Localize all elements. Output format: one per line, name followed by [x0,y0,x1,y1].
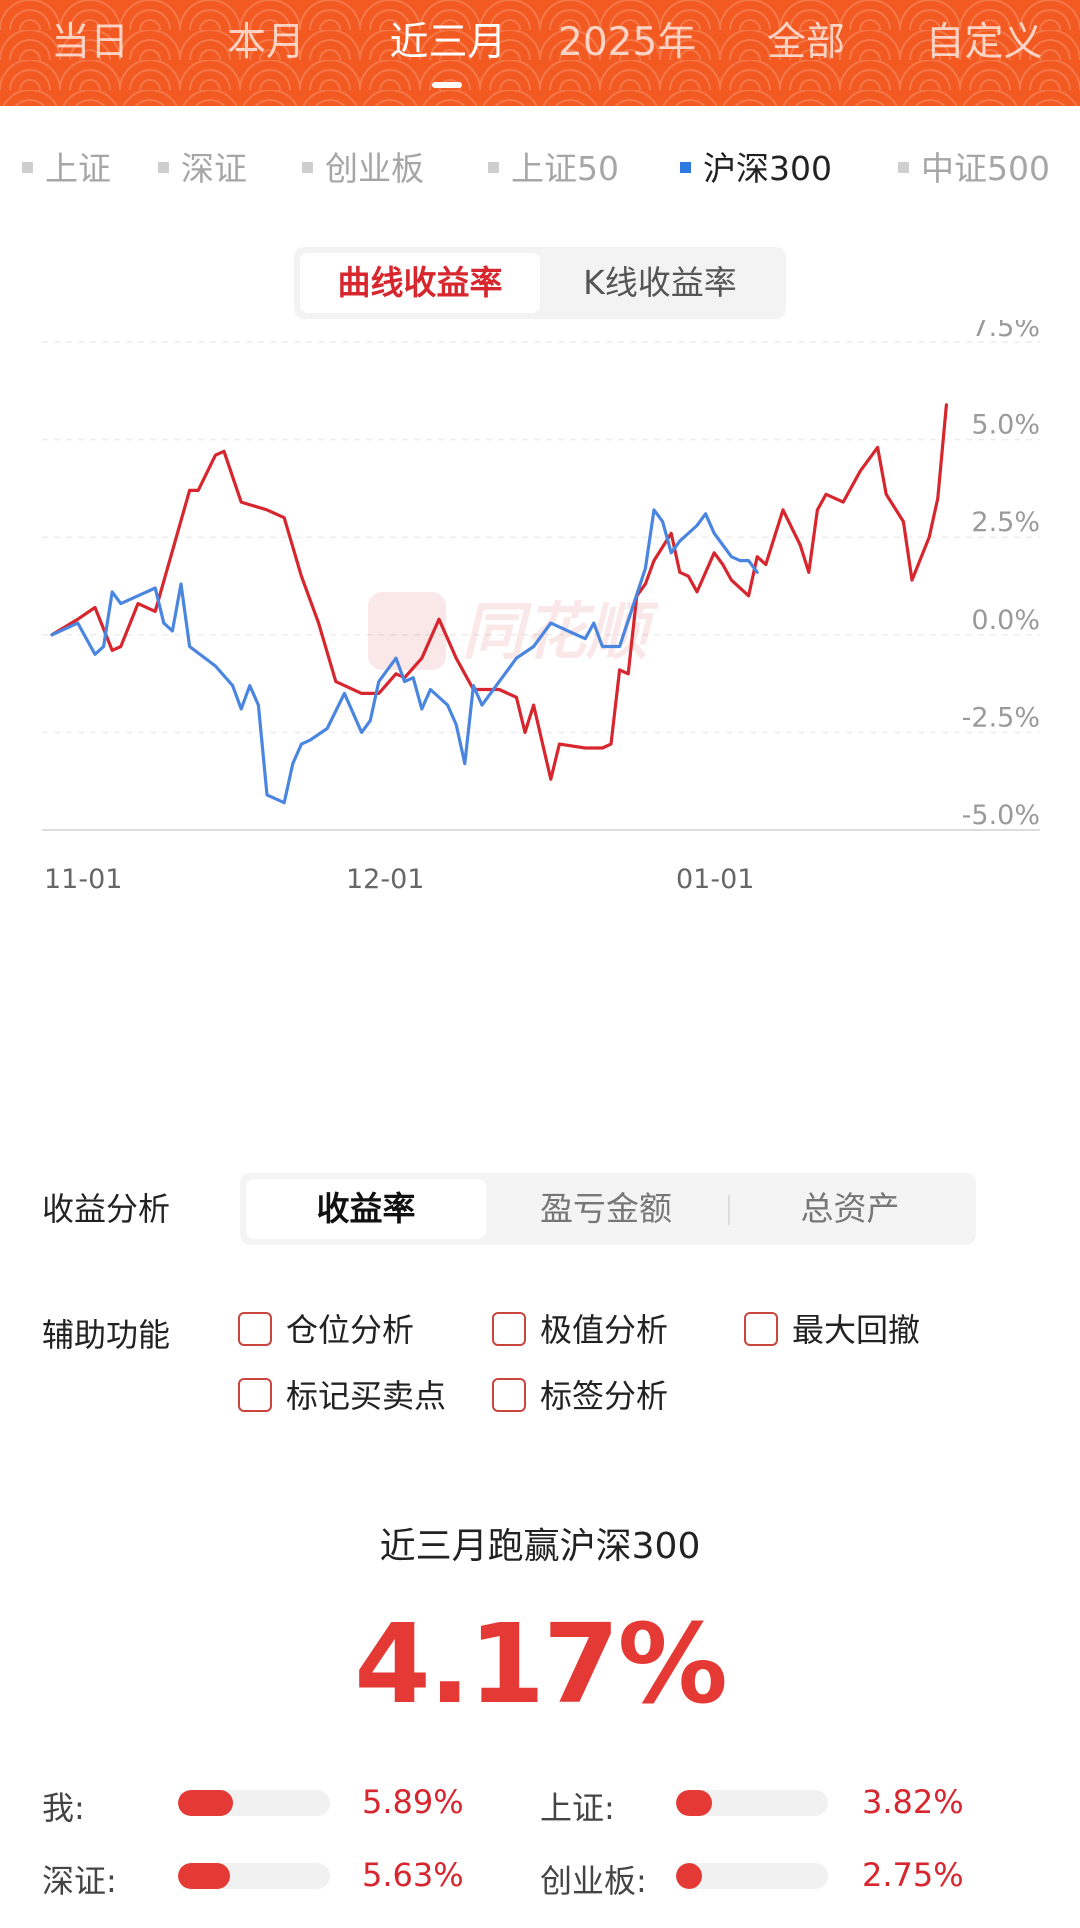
tab-three-months[interactable]: 近三月 [389,20,507,65]
segment-divider [728,1195,730,1225]
index-tab-sse50[interactable]: 上证50 [488,147,619,191]
comparison-value-me: 5.89% [362,1783,464,1821]
my-return-line [50,403,948,781]
tab-today[interactable]: 当日 [50,20,129,65]
legend-square-icon [22,162,33,173]
checkbox-icon [238,1378,272,1412]
checkbox-icon [238,1312,272,1346]
index-tab-shenzhen[interactable]: 深证 [158,147,247,191]
aux-label: 辅助功能 [42,1316,171,1354]
mark-trades-checkbox[interactable]: 标记买卖点 [238,1374,446,1418]
index-tab-label: 上证 [45,149,111,188]
active-tab-indicator [432,82,462,88]
wave-pattern [0,0,1080,106]
checkbox-label: 最大回撤 [792,1311,921,1349]
total-assets-option[interactable]: 总资产 [800,1189,900,1228]
comparison-bar-fill [676,1863,702,1889]
comparison-label-shenzhen: 深证: [42,1862,117,1900]
legend-square-icon [302,162,313,173]
tag-analysis-checkbox[interactable]: 标签分析 [492,1374,668,1418]
y-tick-label: 5.0% [971,410,1040,441]
max-drawdown-checkbox[interactable]: 最大回撤 [744,1308,920,1352]
index-tab-csi300[interactable]: 沪深300 [680,147,832,191]
analysis-switch: 收益率 盈亏金额 总资产 [240,1173,976,1245]
comparison-value-chinext: 2.75% [862,1856,964,1894]
profit-amount-option[interactable]: 盈亏金额 [540,1189,672,1228]
y-tick-label: -2.5% [962,702,1040,733]
checkbox-label: 仓位分析 [286,1311,415,1349]
return-rate-option[interactable]: 收益率 [246,1179,486,1239]
comparison-label-chinext: 创业板: [540,1862,647,1900]
index-tab-label: 上证50 [511,149,619,188]
index-tab-label: 中证500 [921,149,1050,188]
y-tick-label: -5.0% [962,800,1040,831]
legend-square-icon [488,162,499,173]
checkbox-label: 标记买卖点 [286,1377,447,1415]
y-tick-label: 0.0% [971,605,1040,636]
checkbox-icon [492,1312,526,1346]
index-tab-label: 深证 [181,149,247,188]
return-chart[interactable]: 同花顺 7.5% 5.0% 2.5% 0.0% -2.5% -5.0% 11-01 12-01… [0,320,1080,1100]
index-tab-csi500[interactable]: 中证500 [898,147,1050,191]
watermark-logo: 同花顺 [368,592,659,670]
chart-mode-switch: 曲线收益率 K线收益率 [294,247,786,319]
curve-return-option[interactable]: 曲线收益率 [300,253,540,313]
y-tick-label: 7.5% [971,320,1040,343]
csi300-return-line [50,508,759,805]
tab-year-2025[interactable]: 2025年 [558,20,697,65]
comparison-value-shenzhen: 5.63% [362,1856,464,1894]
x-tick-label: 12-01 [346,864,424,895]
index-tab-chinext[interactable]: 创业板 [302,147,424,191]
comparison-bar-fill [178,1790,233,1816]
index-tab-shanghai[interactable]: 上证 [22,147,111,191]
x-tick-label: 01-01 [676,864,754,895]
comparison-bar-fill [676,1790,712,1816]
index-tab-label: 沪深300 [703,149,832,188]
x-tick-label: 11-01 [44,864,122,895]
kline-return-option[interactable]: K线收益率 [583,263,737,302]
tab-all[interactable]: 全部 [766,20,845,65]
comparison-label-me: 我: [42,1789,85,1827]
summary-title: 近三月跑赢沪深300 [379,1526,701,1567]
tab-custom[interactable]: 自定义 [925,20,1043,65]
comparison-bar-shanghai [676,1790,828,1816]
analysis-label: 收益分析 [42,1190,171,1228]
checkbox-label: 标签分析 [540,1377,669,1415]
y-tick-label: 2.5% [971,507,1040,538]
position-analysis-checkbox[interactable]: 仓位分析 [238,1308,414,1352]
tab-this-month[interactable]: 本月 [226,20,305,65]
checkbox-icon [744,1312,778,1346]
legend-square-icon [680,162,691,173]
extreme-analysis-checkbox[interactable]: 极值分析 [492,1308,668,1352]
index-tab-label: 创业板 [325,149,424,188]
comparison-bar-chinext [676,1863,828,1889]
period-tab-bar: 当日 本月 近三月 2025年 全部 自定义 [0,0,1080,106]
outperformance-value: 4.17% [354,1600,728,1728]
comparison-label-shanghai: 上证: [540,1789,615,1827]
comparison-bar-me [178,1790,330,1816]
comparison-bar-shenzhen [178,1863,330,1889]
comparison-value-shanghai: 3.82% [862,1783,964,1821]
legend-square-icon [898,162,909,173]
comparison-bar-fill [178,1863,230,1889]
legend-square-icon [158,162,169,173]
checkbox-icon [492,1378,526,1412]
checkbox-label: 极值分析 [540,1311,669,1349]
